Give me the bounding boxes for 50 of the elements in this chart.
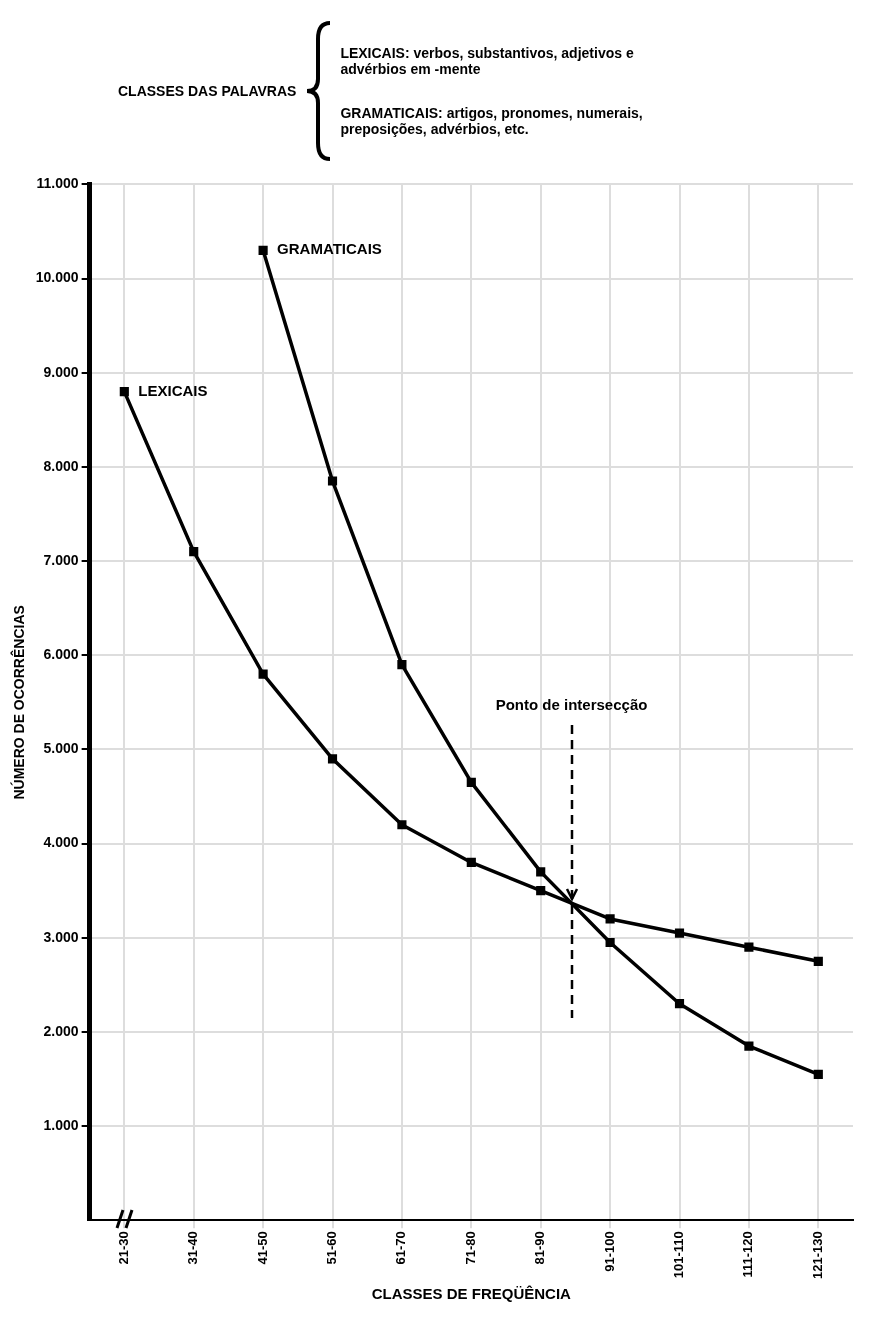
point	[674, 928, 685, 938]
point	[536, 867, 546, 877]
x-tick-label: 111-120	[740, 1231, 756, 1278]
series-label: GRAMATICAIS	[277, 240, 382, 258]
point	[605, 937, 615, 948]
x-tick-label: 121-130	[809, 1231, 825, 1280]
y-tick-label: 8.000	[43, 457, 79, 474]
text: LEXICAIS: verbos, substantivos, adjetivos e advérbios em -mente	[340, 44, 635, 77]
point	[744, 942, 754, 952]
text: CLASSES DAS PALAVRAS	[118, 82, 297, 99]
y-tick-label: 4.000	[43, 834, 79, 851]
y-tick-label: 9.000	[43, 363, 79, 380]
annotation: Ponto de intersecção	[495, 695, 648, 713]
point	[466, 777, 476, 787]
y-tick-label: 10.000	[35, 269, 79, 286]
y-tick-label: 1.000	[43, 1116, 79, 1133]
point	[327, 754, 338, 764]
x-tick-label: 61-70	[393, 1231, 409, 1265]
point	[674, 999, 685, 1009]
y-tick-label: 6.000	[43, 646, 79, 663]
y-tick-label: 7.000	[43, 551, 79, 568]
y-tick-label: 5.000	[43, 740, 79, 757]
text: GRAMATICAIS: artigos, pronomes, numerais, preposições, advérbios, etc.	[340, 104, 644, 137]
x-tick-label: 51-60	[324, 1231, 340, 1265]
x-tick-label: 81-90	[532, 1231, 548, 1265]
point	[189, 547, 199, 557]
y-tick-label: 2.000	[43, 1022, 79, 1039]
x-tick-label: 31-40	[185, 1231, 201, 1265]
point	[744, 1041, 754, 1051]
x-tick-label: 41-50	[254, 1231, 270, 1265]
x-axis-title: CLASSES DE FREQÜÊNCIA	[371, 1285, 572, 1303]
y-tick-label: 11.000	[36, 175, 79, 192]
point	[258, 245, 268, 255]
y-tick-label: 3.000	[43, 928, 79, 945]
x-tick-label: 101-110	[671, 1231, 687, 1279]
point	[536, 886, 546, 896]
x-tick-label: 91-100	[601, 1231, 617, 1272]
point	[466, 857, 476, 868]
point	[119, 387, 129, 397]
point	[397, 660, 407, 670]
point	[397, 820, 407, 830]
point	[258, 669, 268, 679]
x-tick-label: 21-30	[115, 1231, 131, 1265]
series-label: LEXICAIS	[138, 381, 208, 399]
y-axis-title: NÚMERO DE OCORRÊNCIAS	[10, 605, 28, 800]
point	[813, 956, 823, 966]
point	[605, 914, 615, 924]
x-tick-label: 71-80	[462, 1231, 478, 1265]
point	[327, 476, 338, 486]
point	[813, 1069, 823, 1079]
